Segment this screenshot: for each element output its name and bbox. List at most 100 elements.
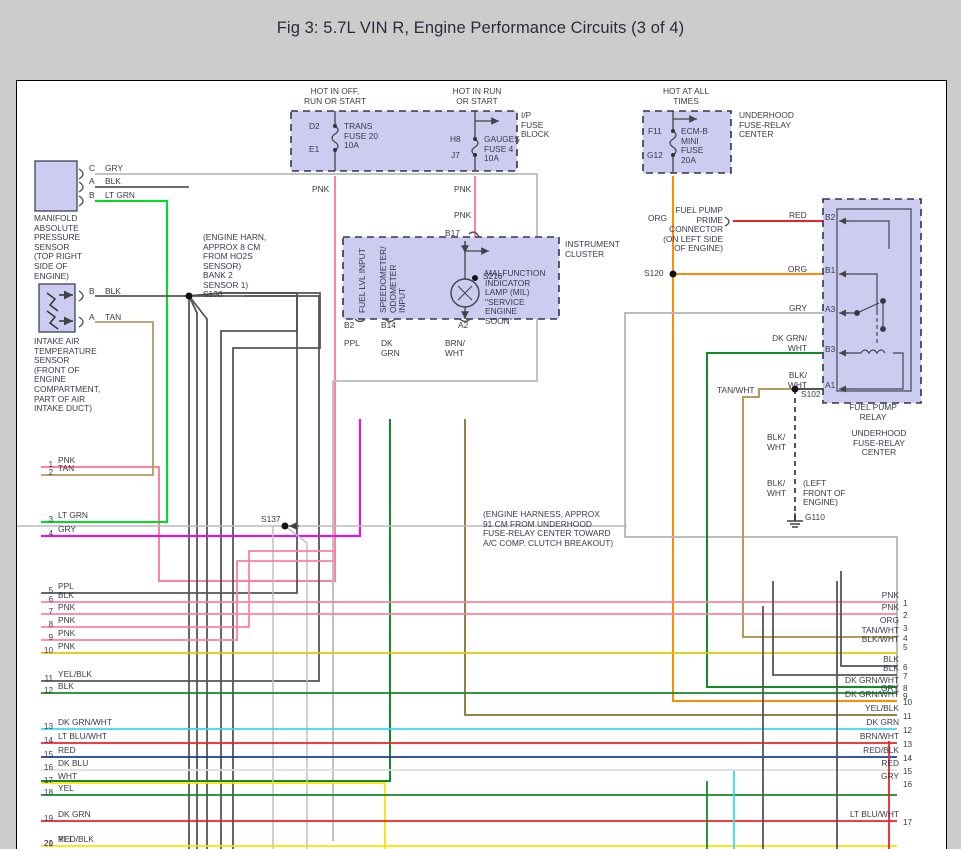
right-wire-number: 7 bbox=[903, 672, 908, 681]
left-wire-label: RED bbox=[58, 745, 76, 755]
ip-fuse-left-pin-top: D2 bbox=[309, 121, 320, 131]
map-wire-gry: GRY bbox=[105, 163, 123, 173]
cluster-wire-dkgrn: DK GRN bbox=[381, 338, 400, 358]
cluster-input-fuel-lvl: FUEL LVL INPUT bbox=[357, 248, 367, 313]
right-wire-label: RED/BLK bbox=[863, 745, 899, 755]
iat-pin-B: B bbox=[89, 286, 95, 296]
left-wire-label: DK BLU bbox=[58, 758, 89, 768]
left-wire-label: PNK bbox=[58, 602, 76, 612]
ground-wire-lower: BLK/ WHT bbox=[767, 478, 787, 498]
iat-sensor-box bbox=[38, 283, 76, 333]
left-wire-label: PNK bbox=[58, 641, 76, 651]
map-wire-blk: BLK bbox=[105, 176, 121, 186]
ecmb-pin-top: F11 bbox=[648, 126, 662, 136]
map-pin-B: B bbox=[89, 190, 95, 200]
wire-layer bbox=[17, 173, 898, 849]
ip-hot-right-label: HOT IN RUN OR START bbox=[452, 86, 502, 106]
right-wire-label: ORG bbox=[879, 615, 899, 625]
right-wire-number: 12 bbox=[903, 726, 913, 735]
left-wire-label: TAN bbox=[58, 463, 75, 473]
splice-S136 bbox=[185, 292, 193, 300]
splice-label-S216: S216 bbox=[483, 271, 503, 281]
left-wire-number: 7 bbox=[48, 607, 53, 616]
left-wire-label: RED/BLK bbox=[58, 834, 94, 844]
ecmb-pin-bot: G12 bbox=[647, 150, 663, 160]
left-wire-label: PNK bbox=[58, 455, 76, 465]
left-wire-number: 8 bbox=[48, 620, 53, 629]
left-wire-number: 20 bbox=[43, 839, 53, 848]
right-wire-label: PNK bbox=[881, 602, 899, 612]
left-wire-number: 15 bbox=[43, 750, 53, 759]
splice-label-S102: S102 bbox=[801, 389, 821, 399]
cluster-wire-brnwht: BRN/ WHT bbox=[445, 338, 466, 358]
ip-hot-left-label: HOT IN OFF, RUN OR START bbox=[303, 86, 367, 106]
right-wire-number: 6 bbox=[903, 663, 908, 672]
right-wire-number: 3 bbox=[903, 624, 908, 633]
left-wire-number: 13 bbox=[43, 722, 53, 731]
cluster-pin-top: B17 bbox=[445, 228, 460, 238]
splice-S216 bbox=[472, 275, 478, 281]
right-wire-number: 10 bbox=[903, 698, 913, 707]
right-wire-label: DK GRN/WHT bbox=[845, 689, 899, 699]
splice-S120 bbox=[669, 270, 677, 278]
underhood-hot-label: HOT AT ALL TIMES bbox=[662, 86, 710, 106]
cluster-pin-B2: B2 bbox=[344, 320, 355, 330]
ip-fuse-right-label: GAUGES FUSE 4 10A bbox=[484, 134, 520, 164]
fuel-pump-relay-center-name: UNDERHOOD FUSE-RELAY CENTER bbox=[851, 428, 907, 458]
left-wire-number: 16 bbox=[43, 763, 53, 772]
iat-pin-A: A bbox=[89, 312, 95, 322]
relay-wire-blkwht: BLK/ WHT bbox=[787, 370, 807, 390]
right-wire-number: 14 bbox=[903, 754, 913, 763]
fuel-pump-prime-label: FUEL PUMP PRIME CONNECTOR (ON LEFT SIDE … bbox=[663, 205, 723, 254]
left-wire-number: 12 bbox=[43, 686, 53, 695]
fuel-pump-prime-wire: RED bbox=[789, 210, 807, 220]
left-wire-label: YEL bbox=[58, 834, 74, 844]
relay-pin-B3: B3 bbox=[825, 344, 836, 354]
instrument-cluster-outline bbox=[342, 236, 560, 320]
right-wire-number: 5 bbox=[903, 643, 908, 652]
left-wire-number: 21 bbox=[43, 839, 53, 848]
right-wire-number: 16 bbox=[903, 780, 913, 789]
right-wire-label: DK GRN bbox=[866, 717, 899, 727]
wire-label-pnk-trans: PNK bbox=[312, 184, 330, 194]
right-wire-number: 13 bbox=[903, 740, 913, 749]
splice-note-S137: (ENGINE HARNESS, APPROX 91 CM FROM UNDER… bbox=[483, 509, 614, 548]
fuel-pump-relay-outline bbox=[822, 198, 922, 404]
splice-label-S136: S136 bbox=[203, 289, 223, 299]
left-wire-number: 17 bbox=[43, 776, 53, 785]
left-wire-label: PPL bbox=[58, 581, 74, 591]
right-wire-label: YEL/BLK bbox=[865, 703, 899, 713]
ground-note-G110: (LEFT FRONT OF ENGINE) bbox=[803, 478, 846, 508]
underhood-fuse-box-outline bbox=[642, 110, 732, 174]
left-wire-number: 19 bbox=[43, 814, 53, 823]
ip-fuse-right-pin-top: H8 bbox=[450, 134, 461, 144]
map-sensor-name: MANIFOLD ABSOLUTE PRESSURE SENSOR (TOP R… bbox=[34, 213, 83, 281]
ecmb-fuse-label: ECM-B MINI FUSE 20A bbox=[681, 126, 708, 165]
right-wire-label: LT BLU/WHT bbox=[849, 809, 899, 819]
ip-fuse-right-pin-bot: J7 bbox=[451, 150, 460, 160]
ip-fuse-left-label: TRANS FUSE 20 10A bbox=[344, 121, 378, 151]
right-wire-label: GRY bbox=[881, 771, 899, 781]
iat-wire-blk: BLK bbox=[105, 286, 121, 296]
page-title: Fig 3: 5.7L VIN R, Engine Performance Ci… bbox=[276, 18, 685, 37]
fuel-pump-relay-name: FUEL PUMP RELAY bbox=[849, 402, 897, 422]
wire-label-pnk-gauges: PNK bbox=[454, 184, 472, 194]
right-wire-label: BLK bbox=[883, 663, 899, 673]
right-wire-number: 8 bbox=[903, 684, 908, 693]
left-wire-label: YEL bbox=[58, 783, 74, 793]
right-wire-number: 1 bbox=[903, 599, 908, 608]
right-wire-number: 4 bbox=[903, 634, 908, 643]
relay-wire-org: ORG bbox=[787, 264, 807, 274]
right-wire-label: DK GRN/WHT bbox=[845, 675, 899, 685]
component-boxes bbox=[34, 110, 922, 530]
right-wire-number: 2 bbox=[903, 611, 908, 620]
map-pin-C: C bbox=[89, 163, 96, 173]
left-wire-label: BLK bbox=[58, 590, 74, 600]
wire-label-org-ecmb: ORG bbox=[648, 213, 668, 223]
right-wire-number: 17 bbox=[903, 818, 913, 827]
diagram-canvas: HOT IN OFF, RUN OR START HOT IN RUN OR S… bbox=[16, 80, 947, 849]
left-wire-label: DK GRN/WHT bbox=[58, 717, 112, 727]
left-wire-number: 10 bbox=[43, 646, 53, 655]
left-wire-number: 9 bbox=[48, 633, 53, 642]
